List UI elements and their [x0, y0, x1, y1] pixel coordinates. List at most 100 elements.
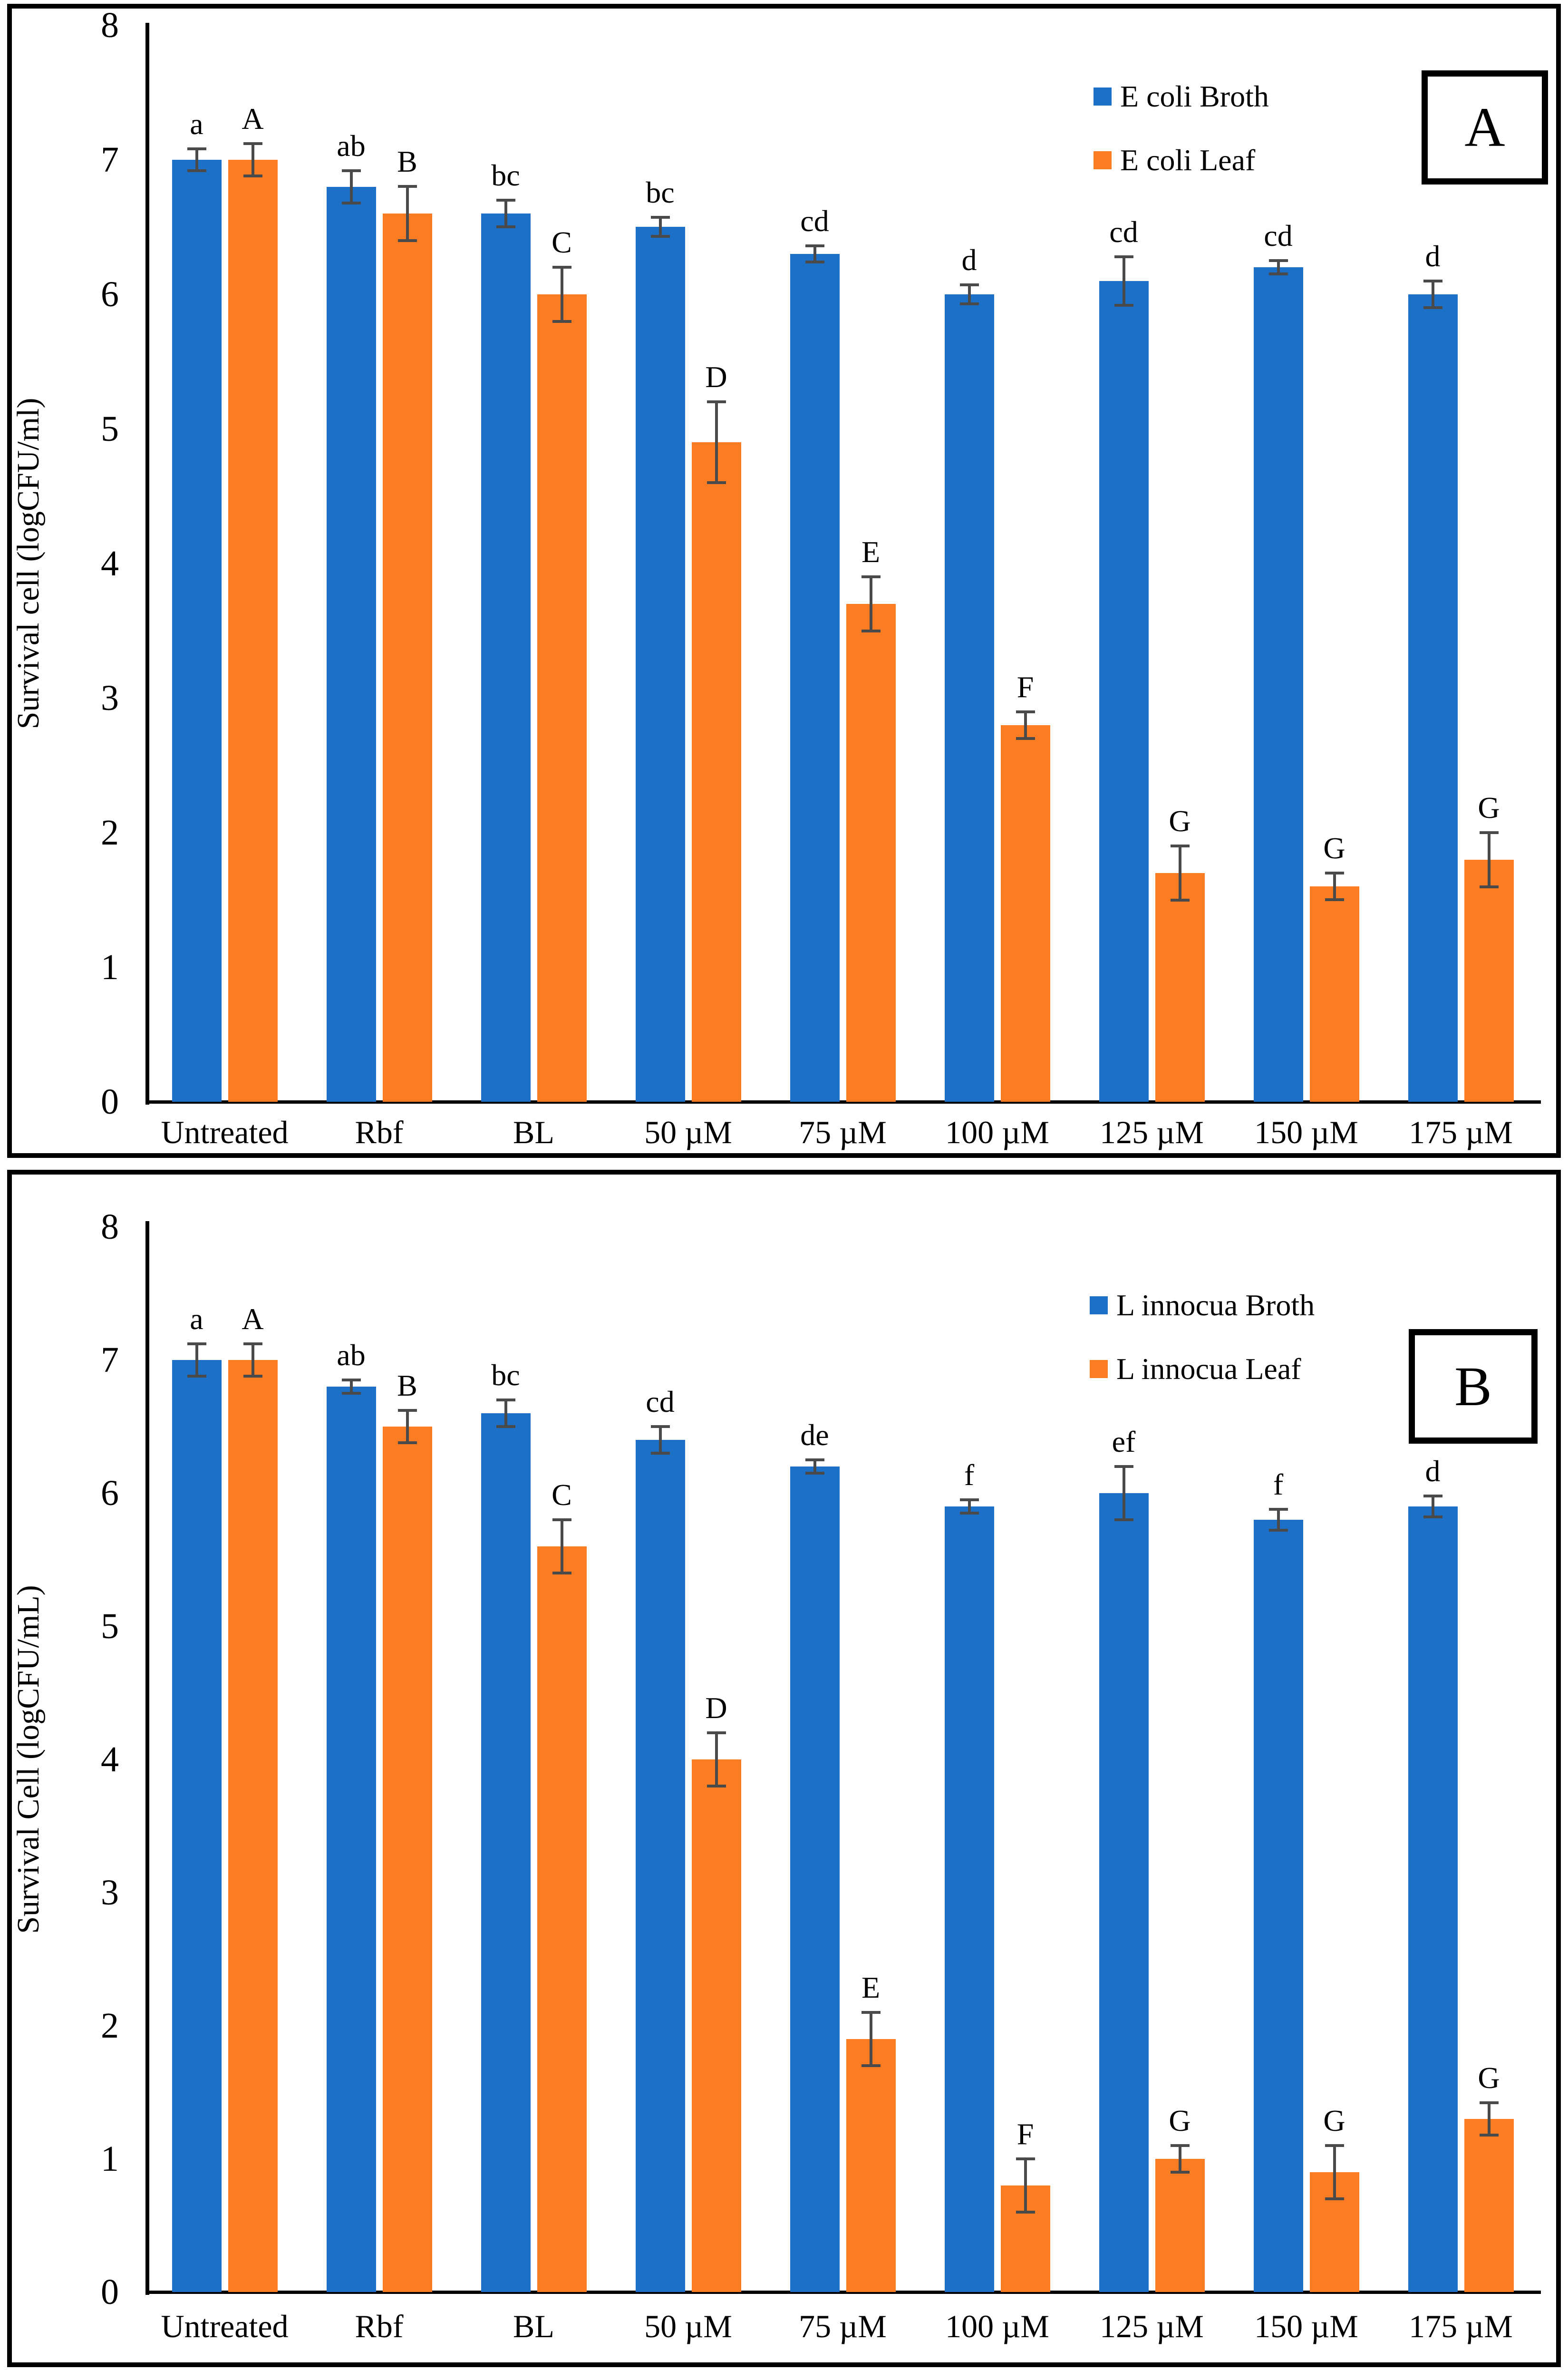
x-tick-label: 50 µM	[644, 1114, 732, 1150]
error-bar-cap	[1114, 1465, 1133, 1468]
y-tick-label: 1	[101, 2139, 119, 2179]
bar	[691, 1759, 741, 2292]
bar	[481, 1413, 531, 2292]
error-bar	[406, 1410, 409, 1443]
significance-letter: F	[1016, 2117, 1034, 2151]
significance-letter: D	[705, 1691, 727, 1725]
error-bar-cap	[552, 1572, 571, 1574]
significance-letter: bc	[646, 175, 675, 209]
significance-letter: E	[861, 1971, 881, 2004]
significance-letter: bc	[491, 1358, 520, 1392]
legend-entry-leaf: E coli Leaf	[1094, 144, 1269, 177]
x-tick-label: 50 µM	[644, 2308, 732, 2344]
bar	[790, 254, 840, 1102]
x-tick-label: 125 µM	[1100, 1114, 1204, 1150]
significance-letter: G	[1169, 2104, 1191, 2137]
plot-area: 8 7 6 5 4 3 2 1 0 Untreated a A Rbf ab B BL bc C 50 µM cd D 7…	[12, 1175, 1556, 2362]
bar	[1253, 1520, 1303, 2292]
panel-label-box: B	[1409, 1329, 1538, 1444]
error-bar-cap	[187, 1342, 206, 1345]
error-bar-cap	[397, 1409, 417, 1412]
bar	[790, 1467, 840, 2292]
error-bar-cap	[650, 1425, 670, 1428]
error-bar	[1122, 1467, 1125, 1520]
error-bar-cap	[1268, 1508, 1288, 1511]
significance-letter: D	[705, 360, 727, 394]
error-bar-cap	[1170, 899, 1190, 902]
error-bar-cap	[1170, 2171, 1190, 2174]
bar	[537, 1546, 587, 2292]
significance-letter: cd	[646, 1385, 675, 1418]
error-bar	[406, 186, 409, 241]
x-tick-label: 175 µM	[1409, 2308, 1513, 2344]
y-tick-label: 6	[101, 274, 119, 314]
x-tick-label: Untreated	[161, 1114, 289, 1150]
x-tick-label: 175 µM	[1409, 1114, 1513, 1150]
error-bar-cap	[1325, 898, 1344, 901]
error-bar-cap	[187, 147, 206, 150]
error-bar	[1178, 846, 1181, 900]
error-bar-cap	[496, 1425, 515, 1428]
significance-letter: cd	[1109, 215, 1138, 249]
error-bar-cap	[1325, 2197, 1344, 2200]
error-bar-cap	[1479, 885, 1499, 888]
y-tick-label: 2	[101, 2006, 119, 2046]
error-bar	[1487, 833, 1491, 887]
error-bar-cap	[243, 1375, 262, 1378]
y-tick-label: 8	[101, 1207, 119, 1247]
significance-letter: G	[1478, 2061, 1500, 2095]
significance-letter: f	[1273, 1467, 1284, 1501]
error-bar	[813, 246, 816, 262]
error-bar-cap	[552, 266, 571, 269]
bar	[1464, 2119, 1514, 2292]
error-bar-cap	[1423, 1515, 1442, 1518]
bar	[1099, 1493, 1149, 2292]
significance-letter: B	[397, 145, 417, 178]
error-bar-cap	[552, 320, 571, 323]
error-bar	[504, 1400, 507, 1427]
error-bar	[1277, 261, 1280, 274]
x-tick-label: 125 µM	[1100, 2308, 1204, 2344]
error-bar	[658, 1427, 662, 1453]
error-bar-cap	[341, 169, 361, 172]
bar	[382, 214, 432, 1102]
panel-label: B	[1454, 1355, 1492, 1418]
error-bar-cap	[1423, 1495, 1442, 1497]
plot-area: 8 7 6 5 4 3 2 1 0 Untreated a A Rbf ab B BL bc C 50 µM bc D 7…	[12, 5, 1556, 1153]
significance-letter: a	[190, 107, 203, 141]
x-axis-line	[145, 2291, 1541, 2294]
error-bar	[813, 1460, 816, 1473]
error-bar-cap	[861, 630, 881, 632]
error-bar	[968, 1500, 971, 1513]
x-tick-label: Untreated	[161, 2308, 289, 2344]
bar	[1000, 725, 1050, 1102]
panel-label-box: A	[1422, 70, 1548, 185]
y-tick-label: 6	[101, 1473, 119, 1513]
error-bar	[869, 577, 872, 631]
x-tick-label: 100 µM	[945, 2308, 1049, 2344]
significance-letter: G	[1323, 2104, 1345, 2137]
bar	[944, 1506, 994, 2292]
error-bar-cap	[243, 142, 262, 145]
bar	[635, 227, 685, 1102]
error-bar-cap	[650, 235, 670, 238]
error-bar-cap	[496, 199, 515, 202]
error-bar-cap	[1423, 306, 1442, 309]
legend-label-broth: E coli Broth	[1120, 79, 1269, 113]
error-bar-cap	[1479, 831, 1499, 834]
error-bar-cap	[707, 1785, 726, 1787]
significance-letter: G	[1478, 791, 1500, 825]
error-bar-cap	[1268, 259, 1288, 262]
bar	[228, 160, 278, 1102]
bar	[1408, 1506, 1458, 2292]
error-bar	[1277, 1509, 1280, 1530]
significance-letter: d	[961, 243, 977, 277]
error-bar-cap	[1016, 2157, 1035, 2160]
significance-letter: ab	[337, 129, 366, 163]
legend-label-leaf: E coli Leaf	[1120, 143, 1256, 177]
x-tick-label: Rbf	[355, 1114, 404, 1150]
error-bar-cap	[650, 216, 670, 219]
bar	[228, 1360, 278, 2292]
error-bar	[869, 2012, 872, 2066]
